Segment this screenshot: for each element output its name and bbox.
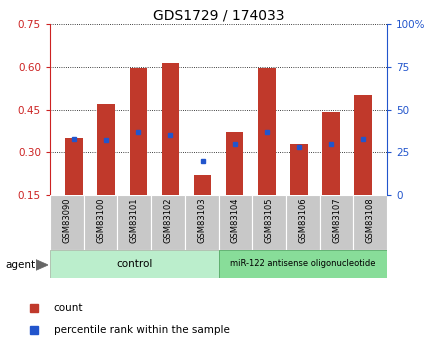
Bar [353, 195, 386, 250]
Bar [184, 195, 218, 250]
Polygon shape [36, 260, 48, 270]
Bar [129, 68, 147, 238]
Bar [65, 138, 83, 238]
Bar [319, 195, 353, 250]
Text: GSM83103: GSM83103 [197, 198, 206, 243]
Bar [84, 195, 117, 250]
Bar [117, 195, 151, 250]
Bar [50, 250, 218, 278]
Text: GSM83102: GSM83102 [163, 198, 172, 243]
Text: GSM83104: GSM83104 [230, 198, 240, 243]
Bar [225, 132, 243, 238]
Bar [321, 112, 339, 238]
Bar [257, 68, 275, 238]
Bar [353, 95, 371, 238]
Title: GDS1729 / 174033: GDS1729 / 174033 [152, 9, 284, 23]
Bar [218, 250, 386, 278]
Bar [50, 195, 83, 250]
Text: agent: agent [5, 260, 35, 270]
Text: percentile rank within the sample: percentile rank within the sample [54, 325, 229, 335]
Bar [97, 104, 115, 238]
Bar [161, 62, 179, 238]
Text: GSM83100: GSM83100 [96, 198, 105, 243]
Bar [289, 144, 307, 238]
Bar [286, 195, 319, 250]
Text: GSM83106: GSM83106 [298, 198, 307, 243]
Text: miR-122 antisense oligonucleotide: miR-122 antisense oligonucleotide [230, 259, 375, 268]
Text: GSM83108: GSM83108 [365, 198, 374, 243]
Bar [218, 195, 252, 250]
Text: GSM83105: GSM83105 [264, 198, 273, 243]
Bar [193, 175, 211, 238]
Text: GSM83090: GSM83090 [62, 198, 71, 243]
Text: GSM83101: GSM83101 [129, 198, 138, 243]
Bar [151, 195, 184, 250]
Bar [252, 195, 286, 250]
Text: count: count [54, 303, 83, 313]
Text: control: control [116, 259, 152, 269]
Text: GSM83107: GSM83107 [331, 198, 340, 243]
